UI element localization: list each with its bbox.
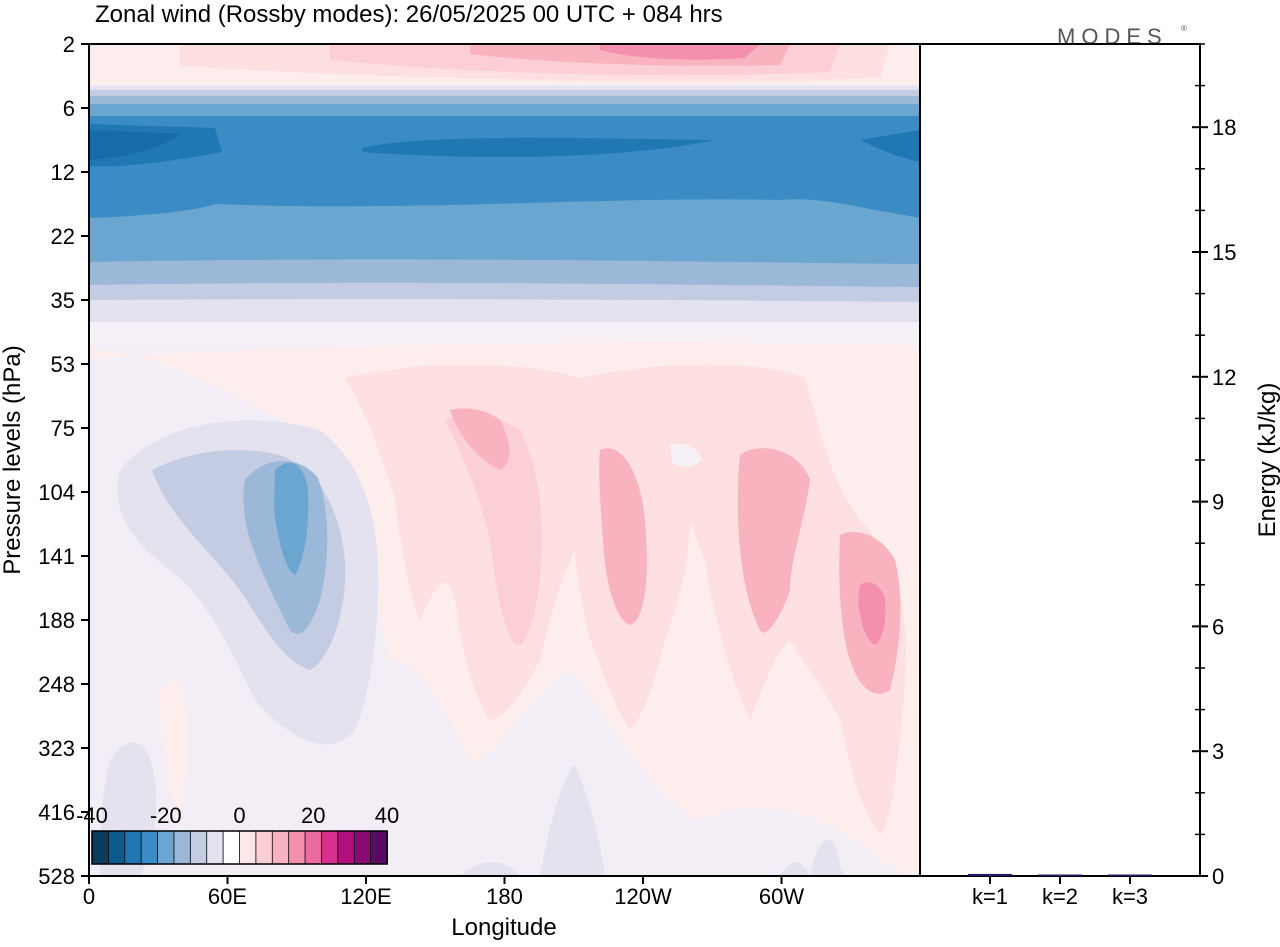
colorbar-swatch — [140, 830, 159, 865]
y-tick-label: 104 — [38, 480, 75, 505]
energy-bar — [968, 873, 1012, 876]
colorbar-tick-label: 0 — [233, 803, 245, 828]
y-tick-label: 75 — [51, 416, 75, 441]
energy-tick-label: 0 — [1212, 864, 1224, 889]
colorbar-frame — [91, 830, 388, 865]
y-tick-label: 248 — [38, 672, 75, 697]
energy-category-label: k=3 — [1112, 884, 1148, 909]
energy-bar — [1108, 874, 1152, 876]
y-tick-label: 2 — [63, 32, 75, 57]
energy-y-axis: 0 3 6 9 12 15 18 — [1192, 43, 1236, 889]
y-tick-label: 6 — [63, 96, 75, 121]
y-axis-label: Pressure levels (hPa) — [0, 345, 26, 574]
colorbar-swatch — [353, 830, 372, 865]
colorbar-swatch — [173, 830, 192, 865]
chart-title: Zonal wind (Rossby modes): 26/05/2025 00… — [95, 1, 723, 28]
y-tick-label: 35 — [51, 288, 75, 313]
colorbar-tick-label: -20 — [150, 803, 182, 828]
energy-bars: k=1 k=2 k=3 — [968, 873, 1152, 909]
x-tick-label: 180 — [486, 884, 523, 909]
colorbar-tick-label: 40 — [375, 803, 399, 828]
colorbar-swatch — [206, 830, 225, 865]
y-tick-label: 323 — [38, 736, 75, 761]
colorbar-swatch — [239, 830, 257, 865]
colorbar-swatch — [124, 830, 143, 865]
energy-bar — [1038, 874, 1082, 876]
energy-category-label: k=1 — [972, 884, 1008, 909]
x-tick-label: 120E — [340, 884, 391, 909]
colorbar-tick-label: 20 — [301, 803, 325, 828]
colorbar: -40 -20 0 20 40 — [76, 803, 399, 865]
colorbar-swatch — [370, 830, 388, 865]
x-tick-label: 60W — [759, 884, 804, 909]
x-tick-label: 60E — [208, 884, 247, 909]
colorbar-swatch — [91, 830, 110, 865]
colorbar-tick-label: -40 — [76, 803, 108, 828]
y-tick-label: 53 — [51, 352, 75, 377]
logo-registered-mark: ® — [1181, 24, 1187, 33]
heatmap-y-axis: 2 6 12 22 35 53 75 104 141 188 248 323 416 528 — [38, 32, 89, 889]
colorbar-swatch — [271, 830, 290, 865]
energy-panel-frame — [919, 43, 1201, 877]
colorbar-swatch — [255, 830, 274, 865]
energy-tick-label: 9 — [1212, 490, 1224, 515]
y-tick-label: 12 — [51, 160, 75, 185]
x-axis-label: Longitude — [451, 914, 556, 941]
energy-axis-label: Energy (kJ/kg) — [1254, 383, 1280, 538]
colorbar-swatch — [189, 830, 208, 865]
y-tick-label: 528 — [38, 864, 75, 889]
colorbar-swatch — [288, 830, 306, 865]
heatmap-field — [89, 44, 920, 876]
y-tick-label: 141 — [38, 544, 75, 569]
y-tick-label: 22 — [51, 224, 75, 249]
colorbar-swatch — [222, 830, 241, 865]
x-tick-label: 120W — [614, 884, 672, 909]
colorbar-swatch — [157, 830, 175, 865]
energy-tick-label: 3 — [1212, 739, 1224, 764]
colorbar-swatch — [337, 830, 356, 865]
heatmap-x-axis: 0 60E 120E 180 120W 60W — [83, 876, 804, 909]
energy-tick-label: 6 — [1212, 614, 1224, 639]
x-tick-label: 0 — [83, 884, 95, 909]
colorbar-swatch — [107, 830, 126, 865]
modes-logo: MODES — [1057, 24, 1168, 49]
energy-category-label: k=2 — [1042, 884, 1078, 909]
energy-tick-label: 18 — [1212, 115, 1236, 140]
colorbar-swatch — [304, 830, 323, 865]
y-tick-label: 188 — [38, 608, 75, 633]
y-tick-label: 416 — [38, 800, 75, 825]
colorbar-swatch — [321, 830, 339, 865]
energy-tick-label: 12 — [1212, 365, 1236, 390]
energy-tick-label: 15 — [1212, 240, 1236, 265]
